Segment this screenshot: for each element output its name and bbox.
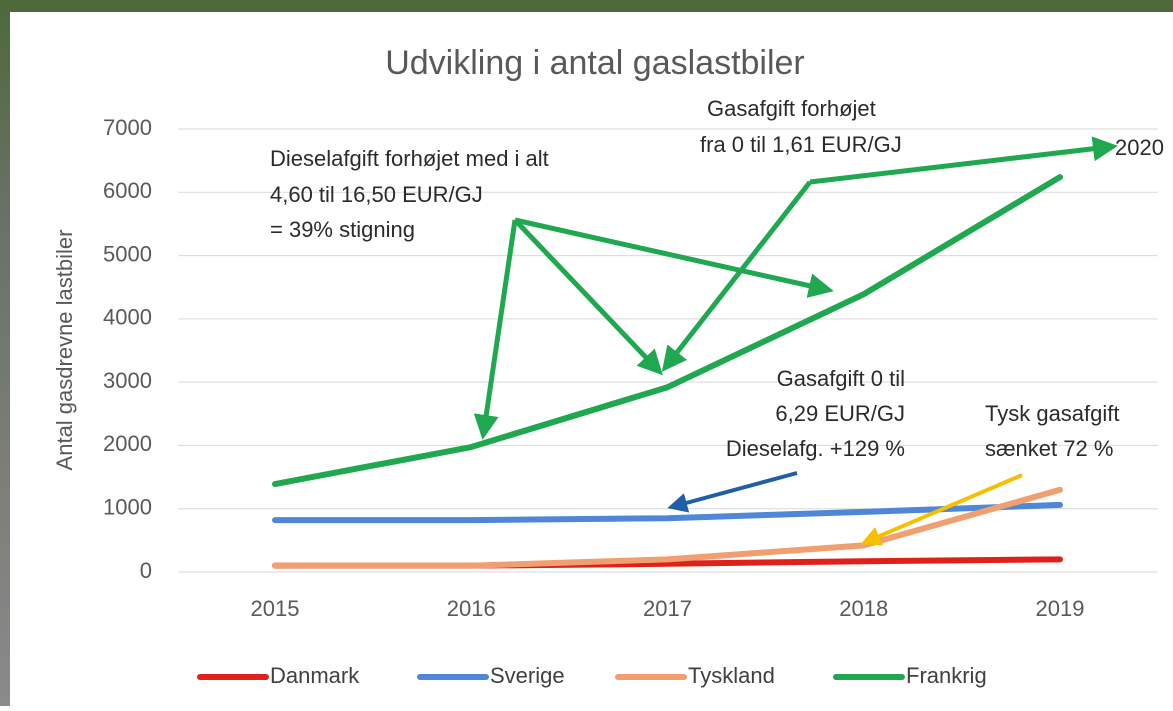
x-tick-label: 2018	[839, 596, 888, 621]
x-tick-label: 2017	[643, 596, 692, 621]
chart: Udvikling i antal gaslastbiler Antal gas…	[0, 0, 1173, 706]
y-tick-label: 5000	[103, 241, 152, 266]
y-tick-label: 7000	[103, 115, 152, 140]
annotation: 6,29 EUR/GJ	[775, 401, 905, 426]
legend-label: Danmark	[270, 663, 360, 688]
chart-panel	[10, 12, 1173, 706]
page: {"chart_data": {"type": "line", "title":…	[0, 0, 1173, 711]
chart-title: Udvikling i antal gaslastbiler	[385, 44, 805, 82]
y-tick-label: 4000	[103, 305, 152, 330]
y-tick-label: 1000	[103, 495, 152, 520]
annotation: Dieselafg. +129 %	[726, 436, 905, 461]
annotation: sænket 72 %	[985, 436, 1113, 461]
x-tick-label: 2015	[251, 596, 300, 621]
annotation: 2020	[1115, 135, 1164, 160]
annotation: 4,60 til 16,50 EUR/GJ	[270, 182, 483, 207]
y-axis-label: Antal gasdrevne lastbiler	[52, 230, 77, 471]
legend-label: Sverige	[490, 663, 565, 688]
y-tick-label: 3000	[103, 368, 152, 393]
x-tick-label: 2019	[1036, 596, 1085, 621]
y-tick-label: 2000	[103, 431, 152, 456]
annotation: Dieselafgift forhøjet med i alt	[270, 146, 549, 171]
annotation: fra 0 til 1,61 EUR/GJ	[700, 132, 902, 157]
y-tick-label: 6000	[103, 178, 152, 203]
annotation: Gasafgift 0 til	[777, 366, 905, 391]
annotation: = 39% stigning	[270, 217, 415, 242]
legend-label: Tyskland	[688, 663, 775, 688]
y-tick-label: 0	[140, 558, 152, 583]
legend-label: Frankrig	[906, 663, 987, 688]
annotation: Tysk gasafgift	[985, 401, 1120, 426]
annotation: Gasafgift forhøjet	[707, 96, 876, 121]
x-tick-label: 2016	[447, 596, 496, 621]
